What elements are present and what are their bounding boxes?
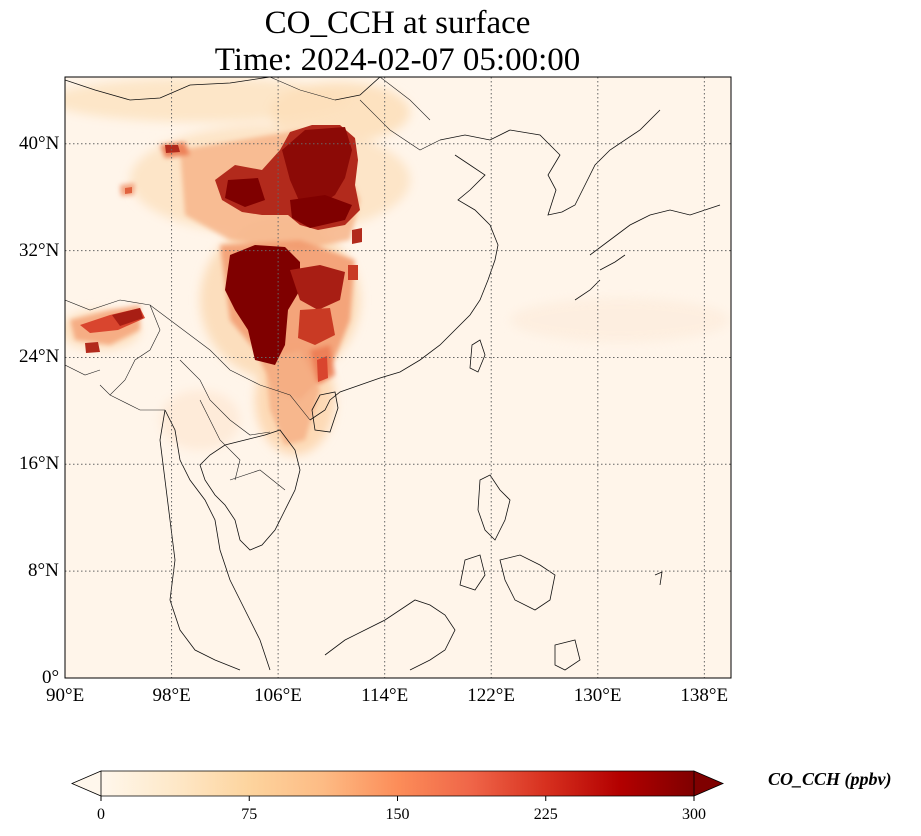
colorbar-tick-label: 225 — [533, 806, 558, 823]
colorbar-tick-label: 0 — [97, 806, 105, 823]
y-tick-label: 40°N — [19, 132, 60, 154]
colorbar-tick-label: 150 — [385, 806, 410, 823]
x-tick-label: 130°E — [573, 685, 622, 706]
y-tick-label: 0° — [42, 667, 60, 688]
colorbar-label: CO_CCH (ppbv) — [768, 769, 892, 789]
colorbar-tick-label: 75 — [241, 806, 258, 823]
colorbar-extend-high — [693, 770, 725, 797]
x-tick-label: 106°E — [254, 685, 302, 706]
x-tick-label: 98°E — [152, 685, 191, 706]
borders — [65, 77, 441, 491]
colorbar — [70, 770, 725, 801]
gridlines — [65, 77, 731, 678]
map-frame — [64, 76, 732, 679]
y-tick-label: 32°N — [19, 239, 60, 261]
concentration-field — [65, 77, 731, 678]
coastlines — [65, 77, 721, 671]
map-title: CO_CCH at surface — [264, 5, 531, 41]
high-plume — [80, 125, 362, 382]
x-tick-label: 90°E — [46, 685, 85, 706]
pacific-band — [510, 298, 730, 342]
y-tick-label: 24°N — [19, 346, 60, 368]
x-tick-label: 138°E — [680, 685, 729, 706]
y-tick-label: 8°N — [28, 560, 59, 582]
x-tick-label: 114°E — [361, 685, 409, 706]
colorbar-gradient — [101, 771, 694, 796]
map-subtitle: Time: 2024-02-07 05:00:00 — [214, 42, 581, 78]
colorbar-extend-low — [70, 770, 102, 797]
x-tick-label: 122°E — [467, 685, 515, 706]
y-tick-label: 16°N — [19, 453, 60, 475]
colorbar-tick-label: 300 — [682, 806, 706, 823]
